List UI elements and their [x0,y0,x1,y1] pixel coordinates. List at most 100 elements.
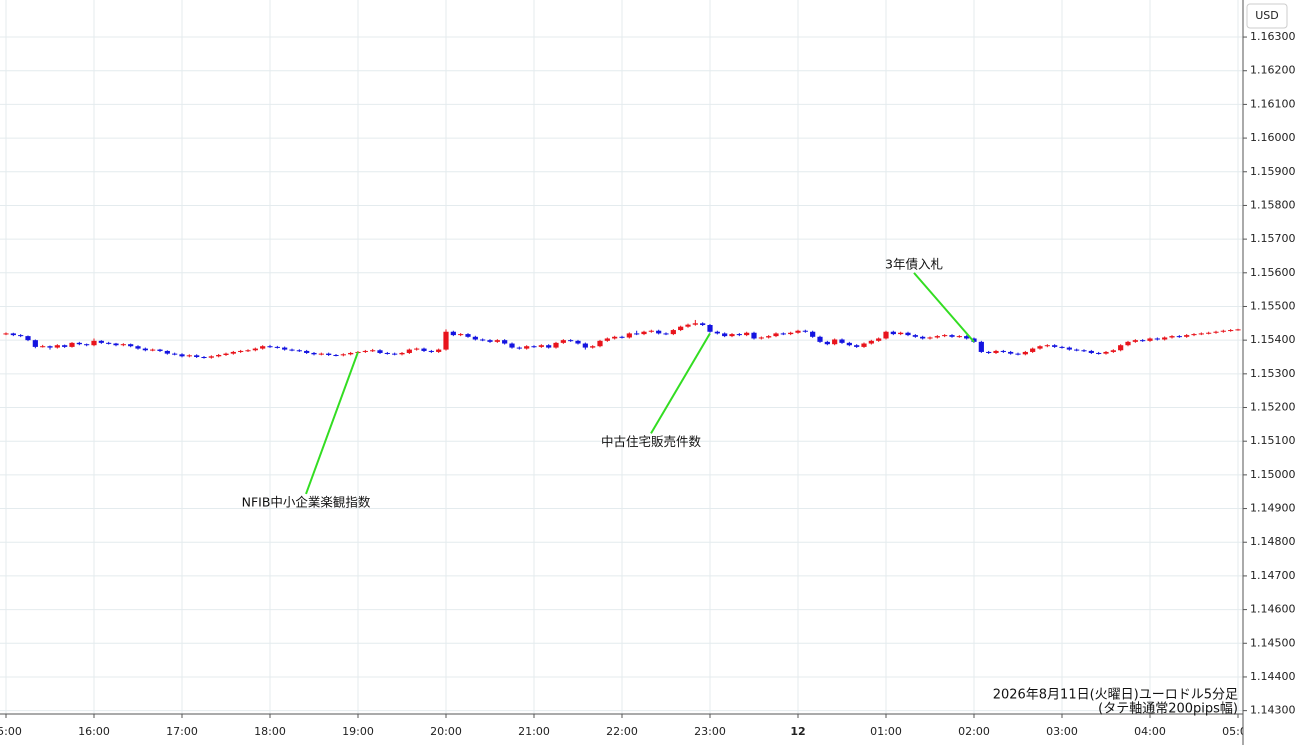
candle-body [458,334,464,336]
candle-body [956,336,962,338]
candle-body [1162,337,1168,340]
candle-body [626,333,632,338]
y-tick-label: 1.14500 [1250,636,1296,649]
candle-body [817,336,823,342]
candle-body [1132,340,1138,342]
candle-body [69,342,75,347]
candle-body [172,353,178,355]
candle-body [553,342,559,348]
candle-body [348,352,354,355]
candle-body [1235,329,1241,331]
candle-body [399,352,405,355]
candle-body [942,335,948,337]
currency-box [1246,3,1288,29]
annotations: NFIB中小企業楽観指数 中古住宅販売件数 3年債入札 [242,256,975,509]
candle-body [150,349,156,351]
candle-body [1059,346,1065,348]
y-tick-label: 1.14800 [1250,535,1296,548]
candle-body [648,330,654,332]
candle-body [1000,350,1006,352]
candle-body [304,350,310,353]
candle-body [524,346,530,349]
candle-body [494,340,500,342]
candle-body [612,336,618,339]
candle-body [289,349,295,351]
candle-body [40,346,46,348]
candle-body [1030,348,1036,352]
candle-body [692,323,698,325]
candle-body [128,344,134,347]
candle-body [480,339,486,341]
candle-body [978,341,984,352]
candle-body [898,332,904,335]
candle-body [751,332,757,339]
candle-body [883,331,889,339]
candle-body [216,354,222,357]
candle-body [54,345,60,348]
candle-body [1176,336,1182,338]
candle-body [84,344,90,346]
candle-body [824,341,830,345]
y-tick-label: 1.16300 [1250,30,1296,43]
candle-body [920,336,926,339]
candle-body [238,350,244,352]
candle-body [736,334,742,336]
y-tick-label: 1.14400 [1250,670,1296,683]
candle-body [450,331,456,336]
candle-body [634,333,640,335]
x-tick-label: 12 [790,725,805,738]
x-axis: 15:00 16:00 17:00 18:00 19:00 20:00 21:00 22:00… [0,714,1243,738]
candle-body [641,331,647,335]
candle-body [839,339,845,343]
candle-body [788,332,794,335]
candle-body [1154,338,1160,340]
candle-body [1015,353,1021,355]
candle-body [487,340,493,342]
candle-body [780,333,786,335]
candle-body [201,357,207,358]
candle-body [142,348,148,351]
x-tick-label: 19:00 [342,725,374,738]
candle-body [267,346,273,348]
candle-body [76,342,82,345]
candle-body [912,335,918,337]
candle-body [876,338,882,341]
candle-body [1022,351,1028,355]
x-tick-label: 16:00 [78,725,110,738]
candle-body [208,356,214,358]
candle-body [106,342,112,344]
x-tick-label: 21:00 [518,725,550,738]
candle-body [582,343,588,348]
candle-body [223,353,229,355]
candle-body [436,349,442,352]
candle-body [25,336,31,341]
x-tick-label: 04:00 [1134,725,1166,738]
candles [3,319,1241,359]
candle-body [744,332,750,336]
candle-body [1206,332,1212,334]
y-tick-label: 1.15500 [1250,299,1296,312]
y-tick-label: 1.14300 [1250,704,1296,717]
y-tick-label: 1.15400 [1250,333,1296,346]
candle-body [465,334,471,337]
candle-body [993,350,999,353]
candle-body [1228,330,1234,332]
candle-body [1110,350,1116,352]
candle-body [362,350,368,352]
candle-body [1066,347,1072,350]
candle-body [531,346,537,348]
candle-body [597,340,603,347]
candle-body [296,350,302,352]
candle-body [509,343,515,348]
y-tick-label: 1.15000 [1250,468,1296,481]
candle-body [868,340,874,344]
candle-body [846,342,852,346]
y-tick-label: 1.14600 [1250,603,1296,616]
candle-body [230,351,236,354]
y-tick-label: 1.15600 [1250,266,1296,279]
candle-body [854,345,860,347]
candle-body [949,335,955,337]
candle-body [971,338,977,342]
y-tick-label: 1.16100 [1250,97,1296,110]
candle-body [62,345,68,347]
